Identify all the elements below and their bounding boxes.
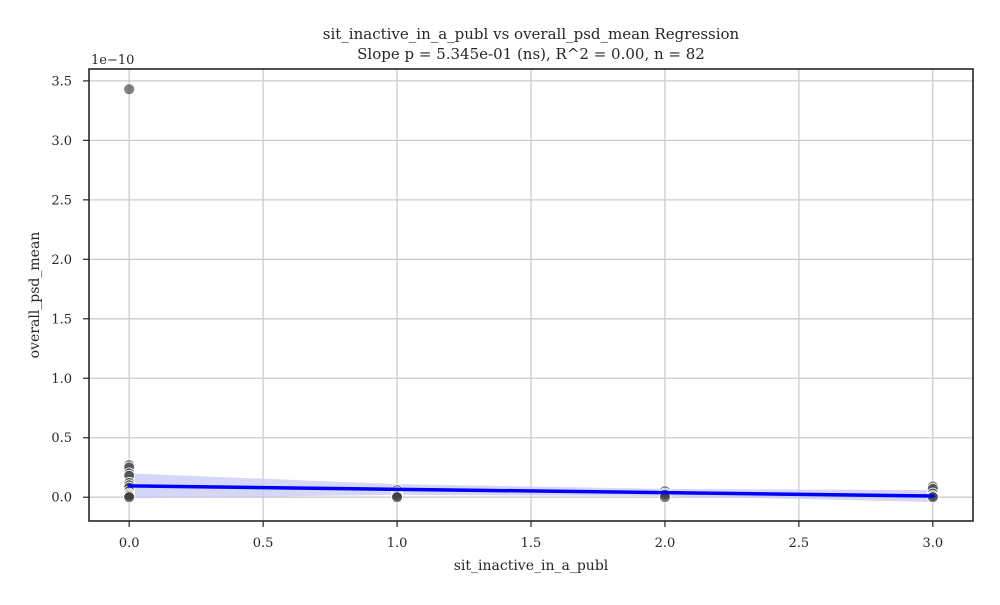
grid bbox=[89, 69, 973, 521]
x-tick-label: 1.5 bbox=[521, 536, 542, 551]
y-tick-label: 0.0 bbox=[51, 491, 72, 506]
y-tick-label: 3.5 bbox=[51, 74, 72, 89]
chart-title: sit_inactive_in_a_publ vs overall_psd_me… bbox=[323, 25, 740, 43]
y-tick-label: 0.5 bbox=[51, 431, 72, 446]
chart-subtitle: Slope p = 5.345e-01 (ns), R^2 = 0.00, n … bbox=[357, 45, 705, 63]
y-axis-ticks: 0.0 0.5 1.0 1.5 2.0 2.5 3.0 3.5 bbox=[51, 74, 89, 506]
data-point bbox=[123, 491, 136, 504]
y-tick-label: 2.0 bbox=[51, 253, 72, 268]
x-tick-label: 3.0 bbox=[922, 536, 943, 551]
y-offset-label: 1e−10 bbox=[91, 53, 134, 68]
x-tick-label: 0.0 bbox=[119, 536, 140, 551]
x-axis-ticks: 0.0 0.5 1.0 1.5 2.0 2.5 3.0 bbox=[119, 521, 943, 551]
x-tick-label: 2.5 bbox=[789, 536, 810, 551]
x-tick-label: 0.5 bbox=[253, 536, 274, 551]
data-point bbox=[391, 491, 403, 504]
y-tick-label: 2.5 bbox=[51, 193, 72, 208]
y-tick-label: 3.0 bbox=[51, 134, 72, 149]
data-point bbox=[123, 83, 136, 96]
regression-line-layer bbox=[127, 484, 935, 498]
y-tick-label: 1.0 bbox=[51, 372, 72, 387]
x-tick-label: 1.0 bbox=[387, 536, 408, 551]
x-axis-label: sit_inactive_in_a_publ bbox=[454, 558, 609, 574]
y-axis-label: overall_psd_mean bbox=[27, 232, 43, 359]
y-tick-label: 1.5 bbox=[51, 312, 72, 327]
regression-line bbox=[127, 484, 935, 498]
x-tick-label: 2.0 bbox=[655, 536, 676, 551]
